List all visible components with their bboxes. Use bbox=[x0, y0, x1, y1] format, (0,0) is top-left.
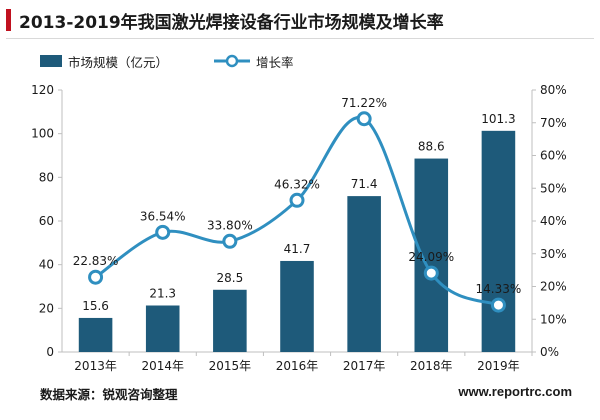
bar bbox=[145, 305, 180, 352]
growth-rate-point bbox=[289, 192, 305, 208]
legend-line-label: 增长率 bbox=[256, 54, 294, 70]
x-tick-label: 2016年 bbox=[276, 359, 319, 373]
bar-value-label: 15.6 bbox=[82, 299, 109, 313]
x-tick-label: 2017年 bbox=[343, 359, 386, 373]
y-tick-label-right: 0% bbox=[540, 345, 559, 359]
bar bbox=[213, 289, 247, 352]
x-tick-label: 2014年 bbox=[141, 359, 184, 373]
title-divider bbox=[6, 38, 594, 39]
growth-rate-point bbox=[222, 233, 238, 249]
y-tick-label-left: 120 bbox=[31, 83, 54, 97]
bar bbox=[280, 260, 314, 352]
legend-item-bar: 市场规模（亿元） bbox=[40, 52, 168, 71]
y-tick-label-left: 20 bbox=[39, 301, 54, 315]
y-tick-label-left: 60 bbox=[39, 214, 54, 228]
bar-value-label: 101.3 bbox=[481, 112, 515, 126]
brand-url: www.reportrc.com bbox=[458, 384, 572, 399]
growth-rate-point bbox=[356, 111, 372, 127]
source-note: 数据来源：锐观咨询整理 bbox=[40, 387, 178, 402]
y-tick-label-left: 80 bbox=[39, 170, 54, 184]
y-tick-label-right: 70% bbox=[540, 116, 567, 130]
title-accent-bar bbox=[6, 9, 11, 31]
growth-rate-label: 46.32% bbox=[274, 177, 320, 191]
legend-line-swatch bbox=[214, 54, 251, 68]
y-tick-label-left: 0 bbox=[46, 345, 54, 359]
legend-item-line: 增长率 bbox=[214, 52, 294, 71]
y-tick-label-right: 80% bbox=[540, 83, 567, 97]
y-tick-label-left: 100 bbox=[31, 127, 54, 141]
y-tick-label-right: 30% bbox=[540, 247, 567, 261]
growth-rate-label: 33.80% bbox=[207, 218, 253, 232]
bar bbox=[481, 130, 516, 352]
y-tick-label-right: 20% bbox=[540, 280, 567, 294]
growth-rate-point bbox=[423, 265, 439, 281]
x-tick-label: 2013年 bbox=[74, 359, 117, 373]
growth-rate-point bbox=[155, 224, 171, 240]
y-tick-label-right: 40% bbox=[540, 214, 567, 228]
growth-rate-label: 36.54% bbox=[140, 209, 186, 223]
growth-rate-label: 14.33% bbox=[476, 282, 522, 296]
legend: 市场规模（亿元） 增长率 bbox=[40, 52, 340, 70]
bar-value-label: 21.3 bbox=[149, 286, 176, 300]
y-tick-label-right: 50% bbox=[540, 181, 567, 195]
bar-value-label: 41.7 bbox=[284, 242, 311, 256]
y-tick-label-left: 40 bbox=[39, 258, 54, 272]
growth-rate-label: 22.83% bbox=[73, 254, 119, 268]
legend-bar-label: 市场规模（亿元） bbox=[68, 54, 169, 70]
legend-bar-swatch bbox=[40, 55, 62, 67]
bar-value-label: 88.6 bbox=[418, 140, 445, 154]
x-tick-label: 2019年 bbox=[477, 359, 520, 373]
growth-rate-label: 24.09% bbox=[408, 250, 454, 264]
bar bbox=[78, 317, 113, 352]
bar-value-label: 71.4 bbox=[351, 177, 378, 191]
y-tick-label-right: 60% bbox=[540, 149, 567, 163]
growth-rate-point bbox=[88, 269, 104, 285]
growth-rate-label: 71.22% bbox=[341, 96, 387, 110]
x-tick-label: 2015年 bbox=[209, 359, 252, 373]
growth-rate-point bbox=[490, 297, 506, 313]
bar-value-label: 28.5 bbox=[216, 271, 243, 285]
y-tick-label-right: 10% bbox=[540, 312, 567, 326]
title-block: 2013-2019年我国激光焊接设备行业市场规模及增长率 bbox=[6, 8, 444, 33]
x-tick-label: 2018年 bbox=[410, 359, 453, 373]
bar bbox=[347, 196, 381, 352]
chart-title: 2013-2019年我国激光焊接设备行业市场规模及增长率 bbox=[19, 12, 444, 33]
